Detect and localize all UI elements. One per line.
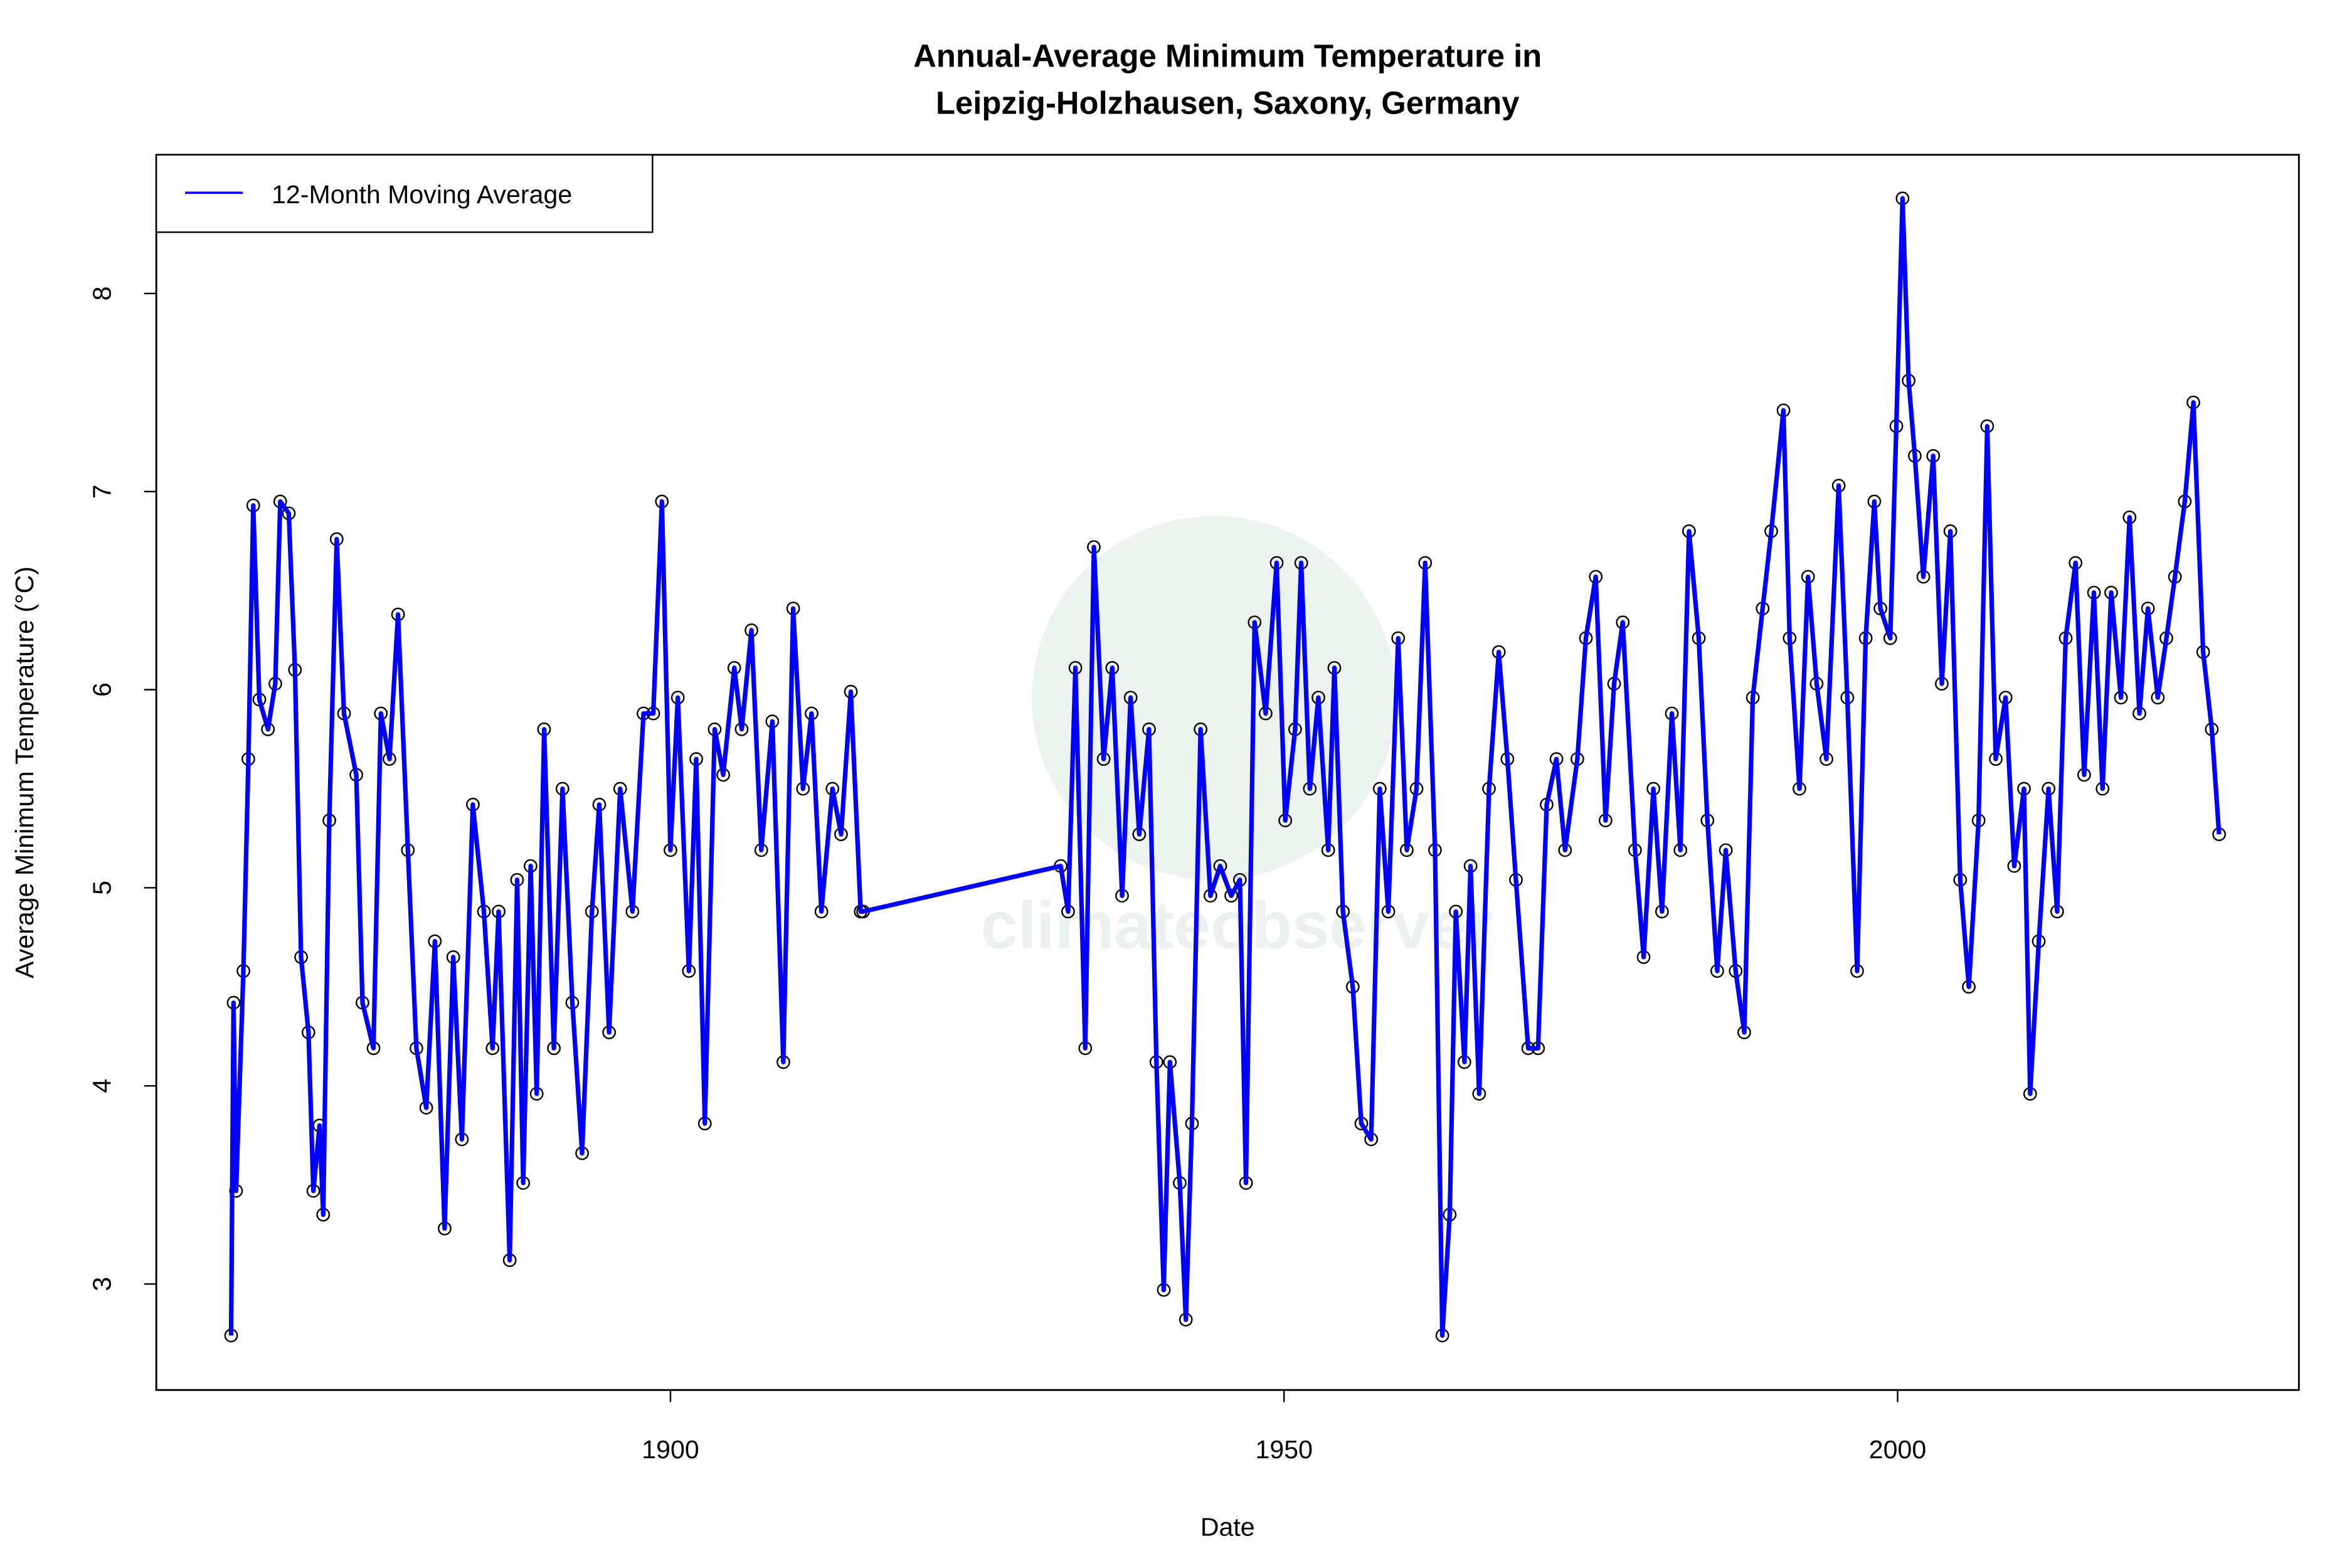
x-tick-label: 1900 xyxy=(642,1435,699,1464)
x-axis-label: Date xyxy=(1200,1512,1255,1541)
y-tick-label: 7 xyxy=(88,484,117,499)
x-tick-label: 2000 xyxy=(1869,1435,1926,1464)
y-tick-label: 5 xyxy=(88,881,117,895)
series-12-month-moving-average xyxy=(224,191,2227,1343)
legend: 12-Month Moving Average xyxy=(155,154,654,233)
series-line xyxy=(228,196,2222,1338)
chart-title-line-2: Leipzig-Holzhausen, Saxony, Germany xyxy=(936,85,1520,120)
x-axis: 1900 1950 2000 xyxy=(642,1390,1926,1464)
y-tick-label: 8 xyxy=(88,286,117,300)
plot-area xyxy=(155,154,2300,1391)
y-tick-label: 4 xyxy=(88,1079,117,1093)
y-axis-label: Average Minimum Temperature (°C) xyxy=(10,566,39,978)
legend-label: 12-Month Moving Average xyxy=(272,180,572,209)
x-tick-label: 1950 xyxy=(1256,1435,1313,1464)
y-tick-label: 6 xyxy=(88,682,117,697)
chart-title-line-1: Annual-Average Minimum Temperature in xyxy=(913,38,1542,73)
y-tick-label: 3 xyxy=(88,1277,117,1291)
y-axis: 3 4 5 6 7 8 xyxy=(88,286,157,1291)
